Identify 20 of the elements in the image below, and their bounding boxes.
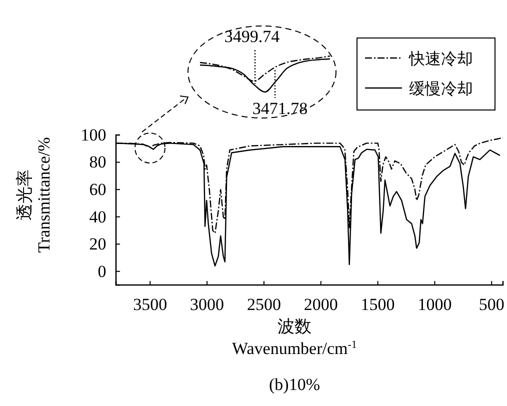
- x-axis-title: 波数 Wavenumber/cm$^{-1}$: [232, 317, 357, 358]
- y-tick-label: 60: [89, 180, 106, 199]
- text: 3471.78: [252, 99, 308, 118]
- x-tick-label: 2000: [304, 295, 338, 314]
- y-tick-label: 20: [89, 234, 106, 254]
- y-tick-label: 40: [89, 207, 106, 226]
- x-tick-label: 3000: [190, 295, 224, 314]
- x-tick-label: 1500: [360, 295, 395, 314]
- legend-label: 快速冷却: [408, 50, 473, 68]
- y-tick-label: 80: [89, 152, 106, 172]
- x-tick-label: 500: [478, 295, 504, 314]
- x-tick-label: 1000: [418, 295, 452, 314]
- legend-label: 缓慢冷却: [409, 80, 473, 98]
- y-tick-label: 100: [80, 125, 106, 144]
- y-axis-title: 透光率 Transmittance/%: [15, 137, 54, 253]
- text: 3499.74: [224, 27, 280, 46]
- x-tick-label: 3500: [133, 295, 168, 314]
- text: (b)10%: [269, 375, 320, 394]
- x-tick-label: 2500: [246, 295, 281, 314]
- y-tick-label: 0: [98, 262, 106, 281]
